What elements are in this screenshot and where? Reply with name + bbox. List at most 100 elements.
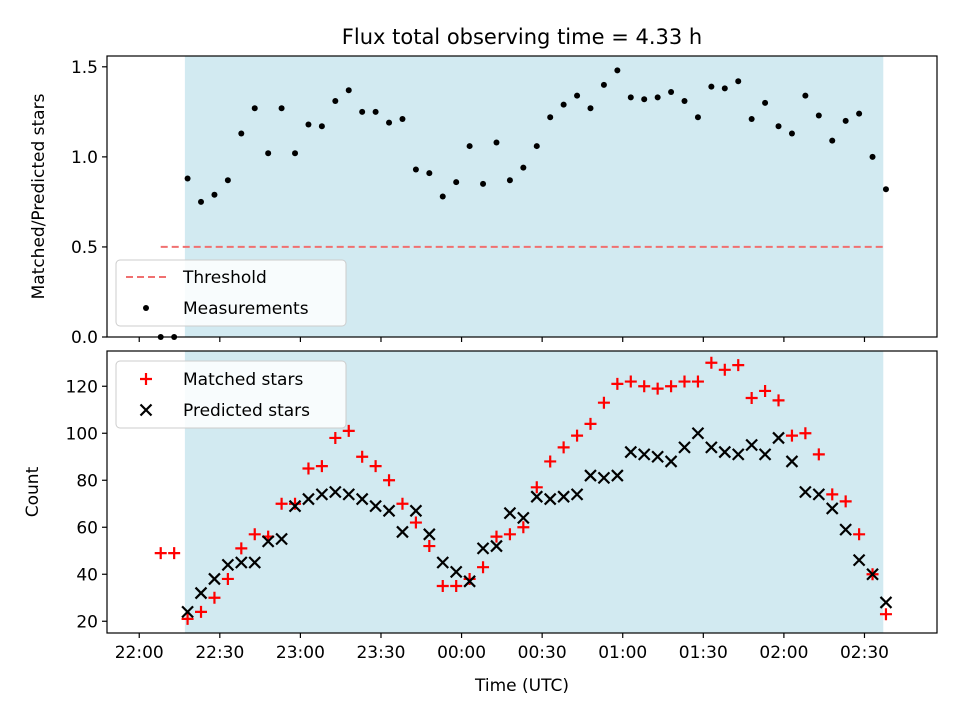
predicted-star-point	[396, 525, 409, 539]
matched-star-point	[651, 382, 664, 395]
y-tick-label: 1.5	[71, 58, 98, 78]
measurement-point	[278, 105, 285, 112]
matched-star-point	[557, 441, 570, 454]
predicted-star-point	[812, 488, 826, 501]
y-tick-label: 80	[76, 471, 98, 491]
predicted-star-point	[825, 502, 839, 515]
legend-box	[115, 360, 347, 429]
measurement-point	[842, 117, 849, 124]
measurement-point	[681, 98, 688, 105]
measurement-point	[439, 193, 446, 200]
measurement-point	[198, 198, 205, 205]
matched-star-point	[275, 497, 288, 510]
x-tick-label: 02:30	[840, 643, 889, 663]
predicted-star-point	[355, 492, 369, 506]
measurement-point	[802, 92, 809, 99]
x-tick-label: 23:30	[356, 643, 405, 663]
predicted-star-point	[449, 565, 463, 579]
measurement-point	[560, 101, 567, 108]
x-tick-label: 00:00	[437, 643, 486, 663]
matched-star-point	[691, 375, 704, 388]
measurement-point	[157, 334, 164, 340]
predicted-star-point	[785, 455, 799, 468]
measurement-point	[493, 139, 500, 146]
matched-star-point	[839, 495, 852, 508]
predicted-star-point	[490, 539, 503, 553]
matched-star-point	[678, 375, 691, 388]
matched-star-point	[289, 497, 302, 510]
matched-star-point	[705, 356, 718, 369]
measurement-point	[708, 83, 715, 90]
measurement-point	[547, 114, 554, 121]
measurement-point	[251, 105, 258, 112]
matched-star-point	[544, 455, 557, 468]
count-panel: 20 40 60 80 100 120 22:00 22:30 23:00 23:30 00:00 0…	[23, 350, 938, 696]
predicted-star-point	[288, 499, 302, 513]
predicted-star-point	[208, 572, 221, 586]
predicted-star-point	[275, 532, 288, 546]
matched-star-point	[208, 591, 221, 604]
predicted-star-point	[772, 431, 785, 445]
predicted-star-point	[731, 448, 745, 461]
legend-measurement-swatch	[143, 305, 149, 311]
matched-star-point	[383, 474, 396, 487]
predicted-star-point	[799, 485, 812, 499]
predicted-star-point	[463, 575, 476, 588]
matched-star-point	[732, 359, 745, 372]
predicted-star-point	[342, 488, 356, 501]
measurement-point	[426, 170, 433, 177]
predicted-star-point	[866, 567, 879, 581]
measurement-point	[762, 99, 769, 106]
measurement-point	[533, 143, 540, 150]
predicted-star-point	[678, 441, 691, 454]
measurement-point	[641, 96, 648, 103]
time-x-axis-label: Time (UTC)	[474, 676, 569, 696]
measurement-point	[224, 177, 231, 184]
matched-star-point	[584, 417, 597, 430]
predicted-star-point	[503, 506, 517, 520]
predicted-star-point	[691, 426, 705, 440]
legend: Threshold Measurements	[115, 259, 347, 327]
predicted-star-point	[423, 528, 436, 541]
measurement-point	[305, 121, 312, 128]
predicted-star-point	[839, 523, 852, 536]
matched-star-point	[181, 612, 194, 625]
measurement-point	[238, 130, 245, 137]
matched-star-point	[436, 580, 449, 592]
matched-star-point	[369, 460, 382, 473]
measurement-point	[735, 78, 742, 85]
measurement-point	[869, 153, 876, 160]
matched-star-point	[759, 384, 772, 397]
measurement-point	[520, 164, 527, 171]
x-tick-label: 01:30	[679, 643, 728, 663]
matched-star-point	[517, 521, 530, 534]
matched-star-point	[826, 488, 839, 501]
predicted-star-point	[651, 450, 664, 464]
predicted-star-point	[476, 542, 490, 555]
measurement-point	[318, 123, 325, 130]
matched-star-point	[248, 528, 261, 541]
matched-star-point	[329, 431, 342, 444]
predicted-star-point	[879, 596, 893, 609]
measurement-point	[694, 114, 701, 121]
x-tick-label: 01:00	[598, 643, 647, 663]
matched-star-point	[879, 608, 892, 621]
legend-box	[115, 259, 347, 327]
predicted-star-point	[194, 586, 208, 600]
matched-star-point	[597, 396, 610, 409]
matched-star-point	[154, 547, 167, 560]
matched-star-point	[638, 380, 651, 393]
x-tick-label: 23:00	[276, 643, 325, 663]
legend-predicted-label: Predicted stars	[183, 401, 310, 421]
measurement-point	[345, 87, 352, 94]
y-tick-label: 0.5	[71, 238, 98, 258]
predicted-star-point	[235, 556, 248, 569]
matched-star-point	[450, 580, 463, 592]
matched-star-point	[221, 572, 234, 585]
measurement-point	[466, 143, 473, 150]
predicted-star-point	[705, 441, 718, 454]
measurement-point	[332, 98, 339, 105]
predicted-star-point	[517, 511, 530, 525]
legend-matched-swatch	[140, 373, 152, 385]
